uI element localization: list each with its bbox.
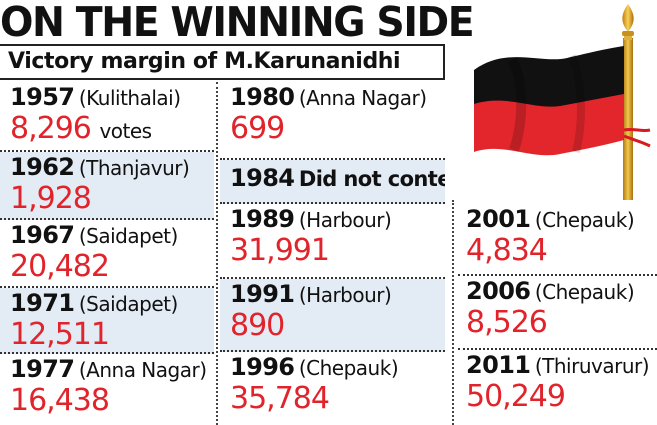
entry-2001: 2001 (Chepauk) 4,834 [458,200,657,276]
entry-1984: 1984 Did not contest [220,160,445,204]
entry-1989: 1989 (Harbour) 31,991 [220,204,445,279]
column-divider-1 [216,82,218,425]
entry-note: Did not contest [298,167,445,191]
entry-margin: 890 [230,308,285,343]
entry-place: (Saidapet) [78,224,178,248]
entry-year: 1980 [230,83,295,111]
entry-1971: 1971 (Saidapet) 12,511 [0,288,214,354]
entry-year: 1962 [10,153,75,181]
column-divider-2 [452,200,454,425]
entry-1977: 1977 (Anna Nagar) 16,438 [0,354,214,425]
entry-1957: 1957 (Kulithalai) 8,296 votes [0,82,214,152]
pole-shape [623,38,633,200]
entry-margin: 8,296 [10,111,92,146]
entry-place: (Chepauk) [298,356,399,380]
entry-year: 1957 [10,83,75,111]
entry-1967: 1967 (Saidapet) 20,482 [0,220,214,288]
entry-year: 1971 [10,289,75,317]
headline: ON THE WINNING SIDE [0,0,475,46]
entry-margin: 8,526 [466,305,548,340]
entry-1962: 1962 (Thanjavur) 1,928 [0,152,214,220]
entry-margin: 35,784 [230,381,330,416]
entry-1991: 1991 (Harbour) 890 [220,279,445,352]
entry-1980: 1980 (Anna Nagar) 699 [220,82,445,160]
entry-margin: 16,438 [10,383,110,418]
votes-unit: votes [99,119,152,143]
party-flag-icon [452,0,657,200]
entry-margin: 12,511 [10,317,110,352]
entry-year: 1977 [10,355,75,383]
entry-2011: 2011 (Thiruvarur) 50,249 [458,350,657,425]
entry-year: 1989 [230,205,295,233]
entry-place: (Kulithalai) [78,86,181,110]
entry-place: (Harbour) [298,208,392,232]
entry-margin: 1,928 [10,181,92,216]
column-1: 1957 (Kulithalai) 8,296 votes 1962 (Than… [0,82,214,425]
entry-year: 1967 [10,221,75,249]
entry-year: 2006 [466,277,531,305]
entry-place: (Thanjavur) [78,156,190,180]
entry-place: (Anna Nagar) [78,358,207,382]
entry-margin: 699 [230,111,285,146]
entry-margin: 31,991 [230,233,330,268]
column-2: 1980 (Anna Nagar) 699 1984 Did not conte… [220,82,445,425]
entry-place: (Saidapet) [78,292,178,316]
entry-year: 1984 [230,164,295,192]
subtitle: Victory margin of M.Karunanidhi [8,49,401,74]
entry-year: 2001 [466,205,531,233]
entry-place: (Chepauk) [534,208,635,232]
entry-2006: 2006 (Chepauk) 8,526 [458,276,657,350]
entry-margin: 50,249 [466,379,566,414]
entry-margin: 4,834 [466,233,548,268]
entry-place: (Thiruvarur) [534,354,650,378]
subtitle-box: Victory margin of M.Karunanidhi [0,44,445,80]
entry-place: (Anna Nagar) [298,86,427,110]
entry-year: 2011 [466,351,531,379]
entry-year: 1991 [230,280,295,308]
entry-place: (Chepauk) [534,280,635,304]
entry-place: (Harbour) [298,283,392,307]
entry-1996: 1996 (Chepauk) 35,784 [220,352,445,425]
column-3: 2001 (Chepauk) 4,834 2006 (Chepauk) 8,52… [458,200,657,425]
entry-year: 1996 [230,353,295,381]
entry-margin: 20,482 [10,249,110,284]
flag-illustration [474,4,651,200]
